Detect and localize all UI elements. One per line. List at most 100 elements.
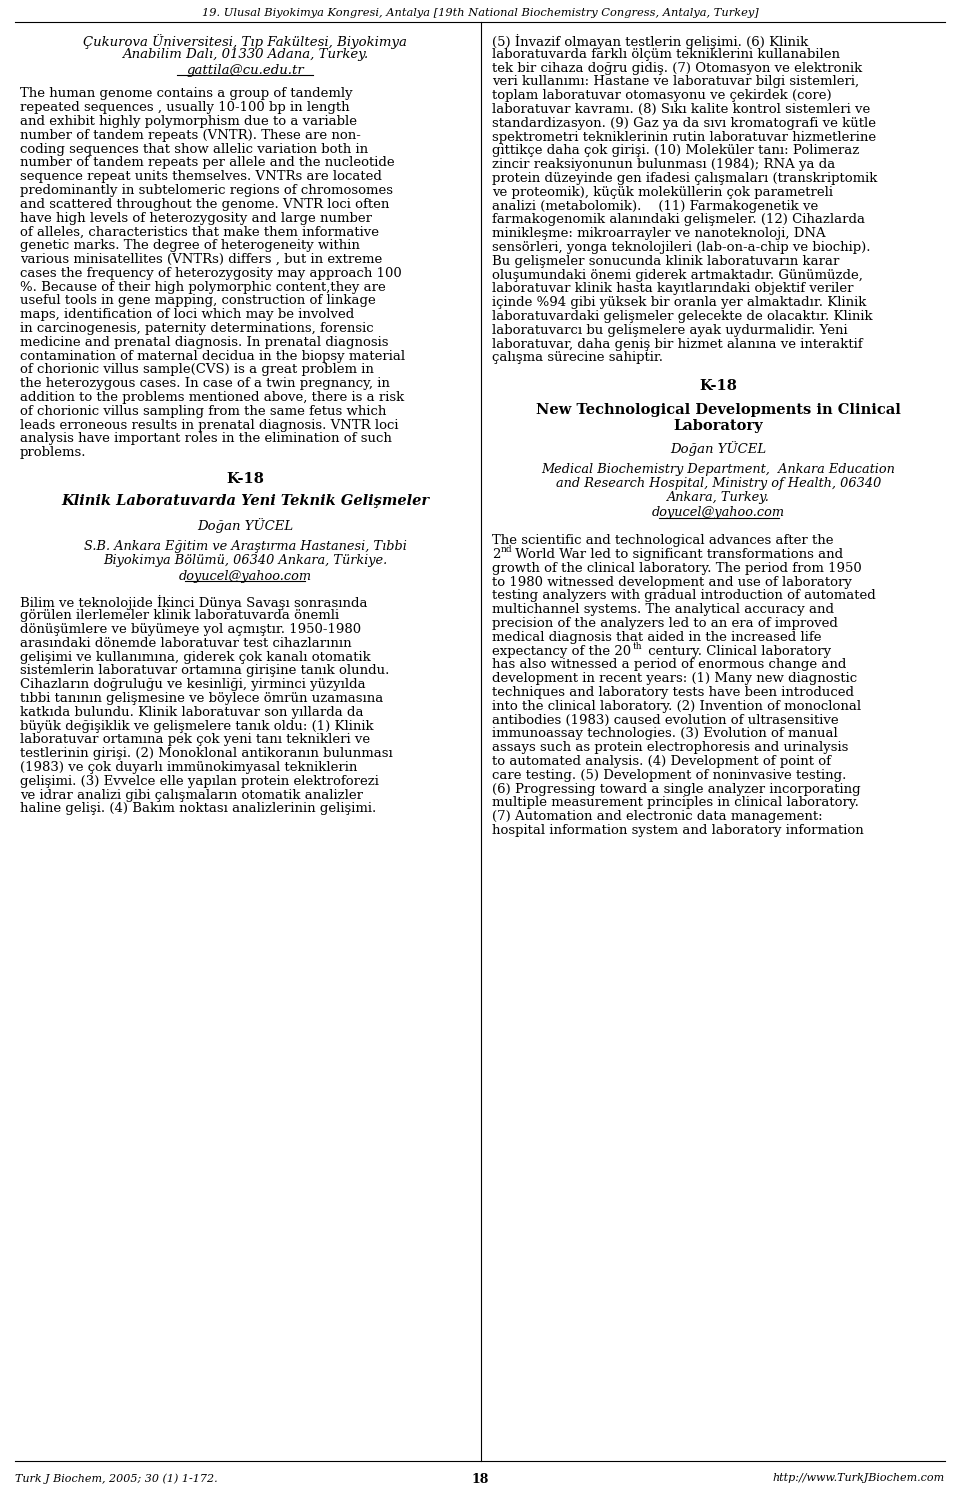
Text: expectancy of the 20: expectancy of the 20 xyxy=(492,644,631,658)
Text: laboratuvar ortamına pek çok yeni tanı teknikleri ve: laboratuvar ortamına pek çok yeni tanı t… xyxy=(20,734,371,747)
Text: of chorionic villus sampling from the same fetus which: of chorionic villus sampling from the sa… xyxy=(20,404,386,417)
Text: predominantly in subtelomeric regions of chromosomes: predominantly in subtelomeric regions of… xyxy=(20,183,393,197)
Text: cases the frequency of heterozygosity may approach 100: cases the frequency of heterozygosity ma… xyxy=(20,267,401,280)
Text: içinde %94 gibi yüksek bir oranla yer almaktadır. Klinik: içinde %94 gibi yüksek bir oranla yer al… xyxy=(492,297,866,309)
Text: katkıda bulundu. Klinik laboratuvar son yıllarda da: katkıda bulundu. Klinik laboratuvar son … xyxy=(20,705,364,719)
Text: K-18: K-18 xyxy=(226,473,264,486)
Text: ve idrar analizi gibi çalışmaların otomatik analizler: ve idrar analizi gibi çalışmaların otoma… xyxy=(20,789,363,802)
Text: laboratuvarcı bu gelişmelere ayak uydurmalidir. Yeni: laboratuvarcı bu gelişmelere ayak uydurm… xyxy=(492,324,848,337)
Text: techniques and laboratory tests have been introduced: techniques and laboratory tests have bee… xyxy=(492,686,854,699)
Text: laboratuvar, daha geniş bir hizmet alanına ve interaktif: laboratuvar, daha geniş bir hizmet alanı… xyxy=(492,337,863,350)
Text: Biyokimya Bölümü, 06340 Ankara, Türkiye.: Biyokimya Bölümü, 06340 Ankara, Türkiye. xyxy=(103,553,387,567)
Text: Laboratory: Laboratory xyxy=(674,419,763,432)
Text: sistemlerin laboratuvar ortamına girişine tanık olundu.: sistemlerin laboratuvar ortamına girişin… xyxy=(20,665,390,677)
Text: World War led to significant transformations and: World War led to significant transformat… xyxy=(511,549,843,561)
Text: repeated sequences , usually 10-100 bp in length: repeated sequences , usually 10-100 bp i… xyxy=(20,101,349,115)
Text: sensörleri, yonga teknolojileri (lab-on-a-chip ve biochip).: sensörleri, yonga teknolojileri (lab-on-… xyxy=(492,242,871,253)
Text: oluşumundaki önemi giderek artmaktadır. Günümüzde,: oluşumundaki önemi giderek artmaktadır. … xyxy=(492,268,863,282)
Text: testing analyzers with gradual introduction of automated: testing analyzers with gradual introduct… xyxy=(492,589,876,602)
Text: doyucel@yahoo.com: doyucel@yahoo.com xyxy=(179,570,312,583)
Text: nd: nd xyxy=(500,546,512,555)
Text: th: th xyxy=(633,641,642,650)
Text: medicine and prenatal diagnosis. In prenatal diagnosis: medicine and prenatal diagnosis. In pren… xyxy=(20,335,389,349)
Text: gelişimi. (3) Evvelce elle yapılan protein elektroforezi: gelişimi. (3) Evvelce elle yapılan prote… xyxy=(20,775,379,787)
Text: spektrometri tekniklerinin rutin laboratuvar hizmetlerine: spektrometri tekniklerinin rutin laborat… xyxy=(492,131,876,143)
Text: precision of the analyzers led to an era of improved: precision of the analyzers led to an era… xyxy=(492,617,838,631)
Text: problems.: problems. xyxy=(20,446,86,459)
Text: gattila@cu.edu.tr: gattila@cu.edu.tr xyxy=(186,64,304,76)
Text: (1983) ve çok duyarlı immünokimyasal tekniklerin: (1983) ve çok duyarlı immünokimyasal tek… xyxy=(20,760,357,774)
Text: farmakogenomik alanındaki gelişmeler. (12) Cihazlarda: farmakogenomik alanındaki gelişmeler. (1… xyxy=(492,213,865,227)
Text: (5) İnvazif olmayan testlerin gelişimi. (6) Klinik: (5) İnvazif olmayan testlerin gelişimi. … xyxy=(492,34,808,49)
Text: protein düzeyinde gen ifadesi çalışmaları (transkriptomik: protein düzeyinde gen ifadesi çalışmalar… xyxy=(492,171,877,185)
Text: tek bir cihaza doğru gidiş. (7) Otomasyon ve elektronik: tek bir cihaza doğru gidiş. (7) Otomasyo… xyxy=(492,61,862,75)
Text: Cihazların doğruluğu ve kesinliği, yirminci yüzyılda: Cihazların doğruluğu ve kesinliği, yirmi… xyxy=(20,678,366,692)
Text: and Research Hospital, Ministry of Health, 06340: and Research Hospital, Ministry of Healt… xyxy=(556,477,881,491)
Text: leads erroneous results in prenatal diagnosis. VNTR loci: leads erroneous results in prenatal diag… xyxy=(20,419,398,431)
Text: The scientific and technological advances after the: The scientific and technological advance… xyxy=(492,534,833,547)
Text: (7) Automation and electronic data management:: (7) Automation and electronic data manag… xyxy=(492,810,823,823)
Text: büyük değişiklik ve gelişmelere tanık oldu: (1) Klinik: büyük değişiklik ve gelişmelere tanık ol… xyxy=(20,720,373,732)
Text: analysis have important roles in the elimination of such: analysis have important roles in the eli… xyxy=(20,432,392,446)
Text: ve proteomik), küçük moleküllerin çok parametreli: ve proteomik), küçük moleküllerin çok pa… xyxy=(492,186,833,198)
Text: New Technological Developments in Clinical: New Technological Developments in Clinic… xyxy=(536,403,900,417)
Text: into the clinical laboratory. (2) Invention of monoclonal: into the clinical laboratory. (2) Invent… xyxy=(492,699,861,713)
Text: arasındaki dönemde laboratuvar test cihazlarının: arasındaki dönemde laboratuvar test ciha… xyxy=(20,637,351,650)
Text: genetic marks. The degree of heterogeneity within: genetic marks. The degree of heterogenei… xyxy=(20,239,360,252)
Text: veri kullanımı: Hastane ve laboratuvar bilgi sistemleri,: veri kullanımı: Hastane ve laboratuvar b… xyxy=(492,76,859,88)
Text: Klinik Laboratuvarda Yeni Teknik Gelişmeler: Klinik Laboratuvarda Yeni Teknik Gelişme… xyxy=(60,494,429,508)
Text: care testing. (5) Development of noninvasive testing.: care testing. (5) Development of noninva… xyxy=(492,769,847,781)
Text: Çukurova Üniversitesi, Tıp Fakültesi, Biyokimya: Çukurova Üniversitesi, Tıp Fakültesi, Bi… xyxy=(84,34,407,49)
Text: development in recent years: (1) Many new diagnostic: development in recent years: (1) Many ne… xyxy=(492,672,857,686)
Text: in carcinogenesis, paternity determinations, forensic: in carcinogenesis, paternity determinati… xyxy=(20,322,373,335)
Text: hospital information system and laboratory information: hospital information system and laborato… xyxy=(492,825,864,836)
Text: tıbbi tanının gelişmesine ve böylece ömrün uzamasına: tıbbi tanının gelişmesine ve böylece ömr… xyxy=(20,692,383,705)
Text: laboratuvar kavramı. (8) Sıkı kalite kontrol sistemleri ve: laboratuvar kavramı. (8) Sıkı kalite kon… xyxy=(492,103,871,116)
Text: görülen ilerlemeler klinik laboratuvarda önemli: görülen ilerlemeler klinik laboratuvarda… xyxy=(20,610,339,622)
Text: laboratuvardaki gelişmeler gelecekte de olacaktır. Klinik: laboratuvardaki gelişmeler gelecekte de … xyxy=(492,310,873,324)
Text: analizi (metabolomik).    (11) Farmakogenetik ve: analizi (metabolomik). (11) Farmakogenet… xyxy=(492,200,818,213)
Text: sequence repeat units themselves. VNTRs are located: sequence repeat units themselves. VNTRs … xyxy=(20,170,382,183)
Text: various minisatellites (VNTRs) differs , but in extreme: various minisatellites (VNTRs) differs ,… xyxy=(20,253,382,265)
Text: Anabilim Dalı, 01330 Adana, Turkey.: Anabilim Dalı, 01330 Adana, Turkey. xyxy=(122,48,368,61)
Text: has also witnessed a period of enormous change and: has also witnessed a period of enormous … xyxy=(492,659,847,671)
Text: growth of the clinical laboratory. The period from 1950: growth of the clinical laboratory. The p… xyxy=(492,562,862,576)
Text: coding sequences that show allelic variation both in: coding sequences that show allelic varia… xyxy=(20,143,368,155)
Text: çalışma sürecine sahiptir.: çalışma sürecine sahiptir. xyxy=(492,352,663,364)
Text: and scattered throughout the genome. VNTR loci often: and scattered throughout the genome. VNT… xyxy=(20,198,390,210)
Text: doyucel@yahoo.com: doyucel@yahoo.com xyxy=(652,507,785,519)
Text: %. Because of their high polymorphic content,they are: %. Because of their high polymorphic con… xyxy=(20,280,386,294)
Text: Medical Biochemistry Department,  Ankara Education: Medical Biochemistry Department, Ankara … xyxy=(541,464,896,476)
Text: Bu gelişmeler sonucunda klinik laboratuvarın karar: Bu gelişmeler sonucunda klinik laboratuv… xyxy=(492,255,839,268)
Text: 2: 2 xyxy=(492,549,500,561)
Text: S.B. Ankara Eğitim ve Araştırma Hastanesi, Tıbbi: S.B. Ankara Eğitim ve Araştırma Hastanes… xyxy=(84,540,406,553)
Text: zincir reaksiyonunun bulunması (1984); RNA ya da: zincir reaksiyonunun bulunması (1984); R… xyxy=(492,158,835,171)
Text: K-18: K-18 xyxy=(700,379,737,394)
Text: multiple measurement principles in clinical laboratory.: multiple measurement principles in clini… xyxy=(492,796,859,810)
Text: useful tools in gene mapping, construction of linkage: useful tools in gene mapping, constructi… xyxy=(20,294,375,307)
Text: The human genome contains a group of tandemly: The human genome contains a group of tan… xyxy=(20,88,352,100)
Text: antibodies (1983) caused evolution of ultrasensitive: antibodies (1983) caused evolution of ul… xyxy=(492,714,839,726)
Text: 19. Ulusal Biyokimya Kongresi, Antalya [19th National Biochemistry Congress, Ant: 19. Ulusal Biyokimya Kongresi, Antalya [… xyxy=(202,7,758,18)
Text: testlerinin girişi. (2) Monoklonal antikoranın bulunması: testlerinin girişi. (2) Monoklonal antik… xyxy=(20,747,393,760)
Text: gittikçe daha çok girişi. (10) Moleküler tanı: Polimeraz: gittikçe daha çok girişi. (10) Moleküler… xyxy=(492,145,859,158)
Text: (6) Progressing toward a single analyzer incorporating: (6) Progressing toward a single analyzer… xyxy=(492,783,860,796)
Text: dönüşümlere ve büyümeye yol açmıştır. 1950-1980: dönüşümlere ve büyümeye yol açmıştır. 19… xyxy=(20,623,361,637)
Text: Ankara, Turkey.: Ankara, Turkey. xyxy=(667,491,770,504)
Text: of alleles, characteristics that make them informative: of alleles, characteristics that make th… xyxy=(20,225,379,239)
Text: the heterozygous cases. In case of a twin pregnancy, in: the heterozygous cases. In case of a twi… xyxy=(20,377,390,391)
Text: laboratuvarda farklı ölçüm tekniklerini kullanabilen: laboratuvarda farklı ölçüm tekniklerini … xyxy=(492,48,840,61)
Text: multichannel systems. The analytical accuracy and: multichannel systems. The analytical acc… xyxy=(492,604,834,616)
Text: Doğan YÜCEL: Doğan YÜCEL xyxy=(670,441,767,456)
Text: maps, identification of loci which may be involved: maps, identification of loci which may b… xyxy=(20,309,354,321)
Text: haline gelişi. (4) Bakım noktası analizlerinin gelişimi.: haline gelişi. (4) Bakım noktası analizl… xyxy=(20,802,376,816)
Text: standardizasyon. (9) Gaz ya da sıvı kromatografi ve kütle: standardizasyon. (9) Gaz ya da sıvı krom… xyxy=(492,116,876,130)
Text: addition to the problems mentioned above, there is a risk: addition to the problems mentioned above… xyxy=(20,391,404,404)
Text: to 1980 witnessed development and use of laboratory: to 1980 witnessed development and use of… xyxy=(492,576,852,589)
Text: and exhibit highly polymorphism due to a variable: and exhibit highly polymorphism due to a… xyxy=(20,115,357,128)
Text: laboratuvar klinik hasta kayıtlarındaki objektif veriler: laboratuvar klinik hasta kayıtlarındaki … xyxy=(492,282,853,295)
Text: gelişimi ve kullanımına, giderek çok kanalı otomatik: gelişimi ve kullanımına, giderek çok kan… xyxy=(20,650,371,663)
Text: number of tandem repeats (VNTR). These are non-: number of tandem repeats (VNTR). These a… xyxy=(20,128,361,142)
Text: minikleşme: mikroarrayler ve nanoteknoloji, DNA: minikleşme: mikroarrayler ve nanoteknolo… xyxy=(492,227,826,240)
Text: http://www.TurkJBiochem.com: http://www.TurkJBiochem.com xyxy=(773,1473,945,1484)
